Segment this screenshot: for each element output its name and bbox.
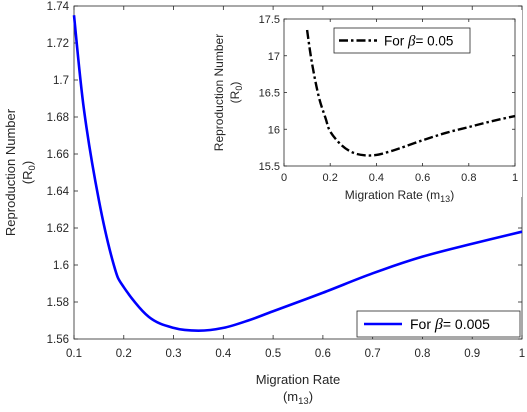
inset-y-tick-label: 17 — [268, 51, 280, 63]
main-series-line — [72, 15, 523, 332]
main-x-label-line2: (m13) — [283, 389, 313, 407]
main-x-tick-label: 0.9 — [464, 348, 480, 360]
inset-legend-label: For β= 0.05 — [384, 34, 453, 50]
inset-y-label-line1: Reproduction Number — [212, 34, 226, 151]
inset-x-tick-label: 0.6 — [415, 172, 430, 184]
inset-series-line — [305, 29, 516, 157]
main-y-tick-label: 1.58 — [47, 297, 69, 309]
inset-y-tick-label: 16 — [268, 124, 280, 136]
main-x-tick-label: 0.6 — [315, 348, 331, 360]
inset-plot: 0 0.2 0.4 0.6 0.8 1 15.5 16 16.5 17 17.5 Migration … — [208, 10, 522, 204]
main-x-tick-label: 0.1 — [66, 348, 82, 360]
main-x-tick-label: 0.4 — [215, 348, 232, 360]
main-x-tick-label: 0.7 — [365, 348, 381, 360]
inset-x-tick-label: 0.2 — [323, 172, 338, 184]
main-x-tick-label: 0.5 — [265, 348, 281, 360]
main-x-label-line1: Migration Rate — [256, 372, 341, 387]
main-y-tick-label: 1.66 — [47, 149, 69, 161]
main-legend-label: For β= 0.005 — [410, 316, 490, 333]
inset-y-tick-label: 15.5 — [259, 161, 280, 173]
main-x-tick-label: 1 — [519, 348, 525, 360]
main-y-tick-label: 1.64 — [47, 186, 70, 198]
main-y-tick-label: 1.74 — [47, 1, 70, 13]
inset-y-label-line2: (R0) — [228, 82, 244, 104]
main-y-tick-label: 1.68 — [47, 112, 69, 124]
main-y-tick-label: 1.62 — [47, 223, 69, 235]
main-y-tick-label: 1.7 — [53, 75, 69, 87]
main-y-tick-label: 1.72 — [47, 38, 69, 50]
main-x-tick-label: 0.2 — [116, 348, 132, 360]
inset-x-label: Migration Rate (m13) — [345, 188, 454, 204]
inset-x-tick-label: 0.4 — [369, 172, 384, 184]
inset-y-tick-label: 17.5 — [259, 14, 280, 26]
inset-x-tick-label: 0 — [281, 172, 287, 184]
inset-x-tick-label: 0.8 — [461, 172, 476, 184]
main-y-label-line2: (R0) — [20, 161, 38, 184]
main-y-tick-label: 1.6 — [53, 260, 69, 272]
main-x-tick-label: 0.3 — [166, 348, 182, 360]
inset-x-tick-label: 1 — [512, 172, 518, 184]
main-y-label-line1: Reproduction Number — [3, 108, 18, 236]
inset-y-tick-label: 16.5 — [259, 88, 280, 100]
main-x-tick-label: 0.8 — [414, 348, 430, 360]
main-y-tick-label: 1.56 — [47, 334, 69, 346]
